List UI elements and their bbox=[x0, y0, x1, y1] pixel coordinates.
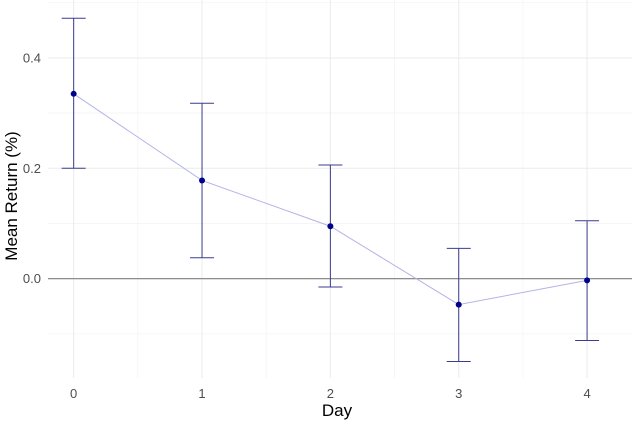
data-point-group bbox=[70, 90, 591, 308]
data-point bbox=[584, 277, 591, 284]
y-tick-label: 0.2 bbox=[23, 161, 41, 176]
data-point bbox=[455, 301, 462, 308]
data-point bbox=[327, 223, 334, 230]
x-tick-label: 2 bbox=[327, 386, 334, 401]
grid bbox=[48, 0, 632, 378]
tick-label-group: 0 1 2 3 4 0.0 0.2 0.4 bbox=[23, 50, 591, 401]
y-tick-label: 0.4 bbox=[23, 50, 41, 65]
x-tick-label: 4 bbox=[583, 386, 590, 401]
data-point bbox=[70, 90, 77, 97]
x-tick-label: 0 bbox=[70, 386, 77, 401]
y-axis-title: Mean Return (%) bbox=[2, 131, 21, 260]
x-tick-label: 3 bbox=[455, 386, 462, 401]
x-axis-title: Day bbox=[322, 401, 353, 420]
x-tick-label: 1 bbox=[198, 386, 205, 401]
y-tick-label: 0.0 bbox=[23, 271, 41, 286]
data-point bbox=[199, 177, 206, 184]
